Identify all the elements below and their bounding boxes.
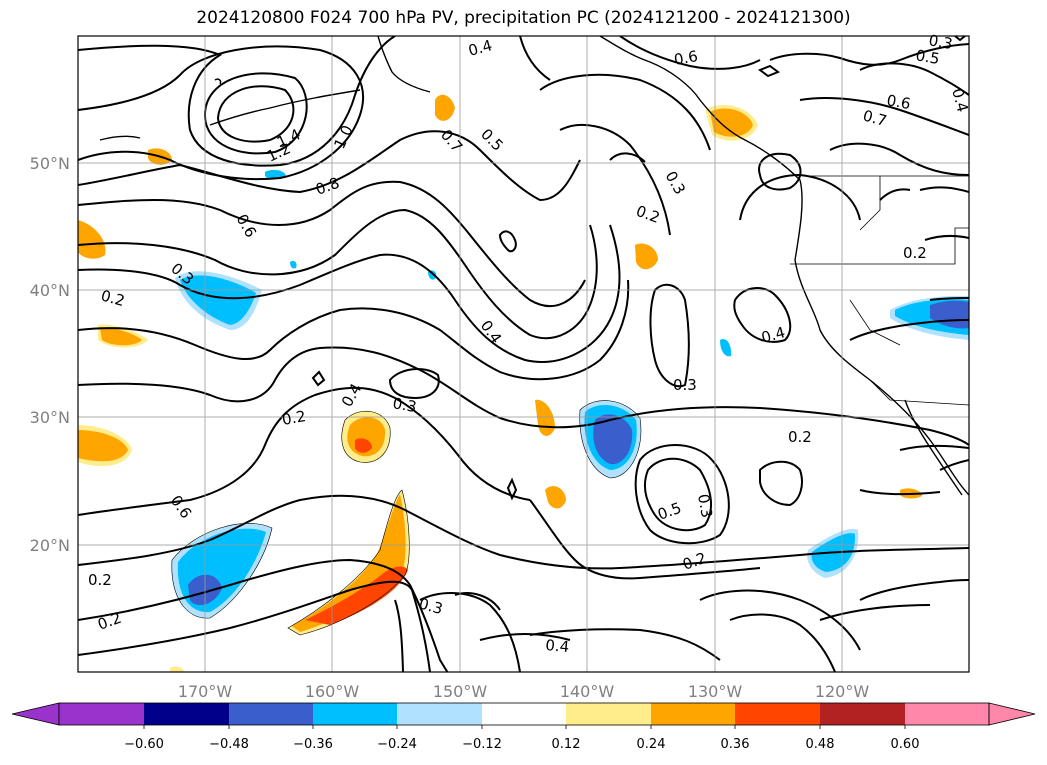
contour-label: 0.7 — [861, 106, 889, 130]
colorbar-tick-label: 0.12 — [552, 737, 581, 752]
contour-label: 0.4 — [948, 86, 972, 114]
colorbar-segment — [397, 703, 482, 725]
lon-label: 160°W — [305, 682, 360, 701]
colorbar-frame — [58, 702, 990, 726]
colorbar-extend-low — [11, 702, 60, 726]
map-frame — [77, 35, 970, 673]
contour-label: 0.2 — [903, 244, 927, 262]
colorbar-segment — [905, 703, 989, 725]
colorbar-tick-label: 0.60 — [891, 737, 920, 752]
colorbar-segment — [566, 703, 651, 725]
colorbar-tick-label: −0.48 — [209, 737, 249, 752]
colorbar-segment — [229, 703, 313, 725]
lon-label: 140°W — [560, 682, 615, 701]
lat-label: 50°N — [30, 154, 70, 173]
lon-label: 130°W — [688, 682, 743, 701]
contour-label: 0.2 — [99, 286, 127, 310]
colorbar-segment — [482, 703, 566, 725]
colorbar: −0.60 −0.48 −0.36 −0.24 −0.12 0.12 0.24 … — [11, 702, 1036, 752]
contour-label: 0.2 — [788, 428, 812, 446]
lat-labels: 50°N 40°N 30°N 20°N — [30, 154, 70, 555]
contour-label: 0.2 — [88, 571, 112, 589]
colorbar-extend-high — [988, 702, 1036, 726]
colorbar-tick-label: −0.12 — [462, 737, 502, 752]
colorbar-tick-label: −0.36 — [293, 737, 333, 752]
contour-label: 0.3 — [417, 594, 445, 618]
lat-label: 40°N — [30, 281, 70, 300]
graticule — [78, 36, 969, 672]
lat-label: 30°N — [30, 408, 70, 427]
contour-label: 0.2 — [281, 407, 308, 429]
colorbar-tick-label: 0.48 — [806, 737, 835, 752]
lon-label: 170°W — [178, 682, 233, 701]
contour-label: 0.4 — [759, 323, 787, 347]
lon-label: 150°W — [433, 682, 488, 701]
colorbar-tick-label: 0.36 — [721, 737, 750, 752]
contour-label: 0.4 — [466, 36, 494, 60]
colorbar-tick-label: −0.24 — [377, 737, 417, 752]
colorbar-tick-label: −0.60 — [124, 737, 164, 752]
contour-label: 0.3 — [927, 31, 954, 53]
map-title: 2024120800 F024 700 hPa PV, precipitatio… — [196, 8, 851, 28]
contour-label: 0.5 — [914, 46, 941, 68]
political-borders — [790, 175, 969, 406]
colorbar-ticks — [143, 725, 906, 729]
colorbar-segment — [651, 703, 735, 725]
contour-label: 0.3 — [391, 394, 418, 416]
lat-label: 20°N — [30, 536, 70, 555]
colorbar-tick-labels: −0.60 −0.48 −0.36 −0.24 −0.12 0.12 0.24 … — [124, 737, 919, 752]
colorbar-segment — [144, 703, 229, 725]
colorbar-segment — [313, 703, 397, 725]
colorbar-segment — [820, 703, 905, 725]
contour-label: 0.6 — [673, 47, 700, 69]
contour-label: 0.3 — [694, 493, 716, 520]
pv-contours — [78, 36, 969, 672]
contour-label: 0.4 — [545, 636, 570, 656]
contour-label: 0.3 — [673, 376, 697, 394]
shading-outlines — [171, 400, 642, 636]
lon-label: 120°W — [815, 682, 870, 701]
precip-positive-shading — [78, 94, 922, 672]
contour-label: 0.6 — [885, 91, 912, 113]
colorbar-segment — [735, 703, 820, 725]
lon-labels: 170°W 160°W 150°W 140°W 130°W 120°W — [178, 682, 870, 701]
colorbar-tick-label: 0.24 — [637, 737, 666, 752]
colorbar-segment — [59, 703, 144, 725]
